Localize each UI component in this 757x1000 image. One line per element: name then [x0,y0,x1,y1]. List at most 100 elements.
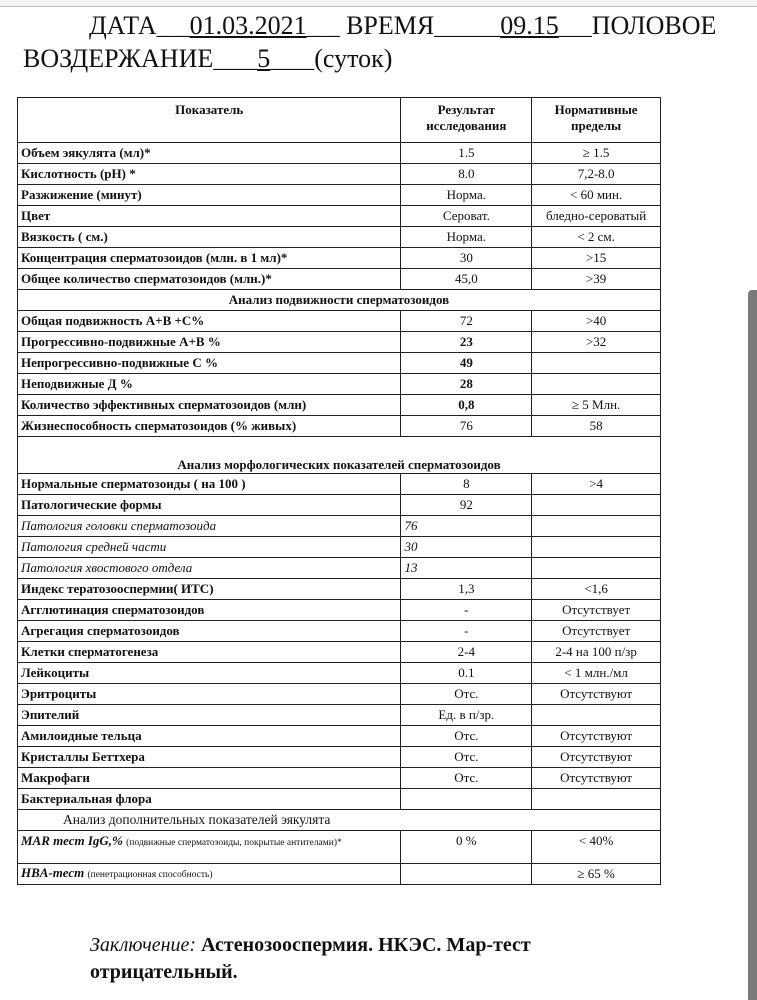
indicator-name: Концентрация сперматозоидов (млн. в 1 мл… [16,247,402,269]
scrollbar[interactable] [748,290,757,1000]
table-row: Концентрация сперматозоидов (млн. в 1 мл… [16,247,661,269]
indicator-name: Количество эффективных сперматозоидов (м… [16,394,402,416]
indicator-name: Патология хвостового отдела [16,557,402,579]
abstinence-value: 5 [257,44,271,73]
result-cell: 23 [400,331,533,353]
table-row: Разжижение (минут) Норма. < 60 мин. [16,184,661,206]
indicator-note: (подвижные сперматозоиды, покрытые антит… [126,838,342,848]
indicator-name: Прогрессивно-подвижные А+В % [16,331,402,353]
norm-cell [531,352,661,374]
section-header-row: Анализ морфологических показателей сперм… [17,436,661,474]
indicator-name: Бактериальная флора [16,788,402,810]
indicator-name: Клетки сперматогенеза [16,641,402,663]
norm-cell: Отсутствует [531,599,661,621]
document-header: ДАТА___01.03.2021___ ВРЕМЯ______09.15___… [23,11,717,73]
result-cell: 0 % [400,830,533,864]
table-row: Прогрессивно-подвижные А+В % 23 >32 [16,331,661,353]
indicator-name: Патологические формы [16,494,402,516]
indicator-name: Агглютинация сперматозоидов [16,599,402,621]
abstinence-label: ПОЛОВОЕ [591,11,717,40]
indicator-name: HBA-тест [21,865,85,880]
section-title: Анализ подвижности сперматозоидов [17,289,661,311]
table-row: Общая подвижность А+В +С% 72 >40 [16,310,661,332]
indicator-name: Неподвижные Д % [16,373,402,395]
indicator-cell: HBA-тест (пенетрационная способность) [16,863,402,885]
column-header-norm: Нормативные пределы [531,97,661,143]
table-row: Кислотность (pH) * 8.0 7,2-8.0 [16,163,661,185]
table-header-row: Показатель Результат исследования Нормат… [16,97,661,143]
result-cell: 76 [400,415,533,437]
indicator-name: Вязкость ( см.) [16,226,402,248]
indicator-name: Цвет [16,205,402,227]
norm-cell: Отсутствует [531,620,661,642]
norm-cell: >40 [531,310,661,332]
indicator-name: Непрогрессивно-подвижные С % [16,352,402,374]
table-row: Индекс тератозооспермии( ИТС) 1,3 <1,6 [16,578,661,600]
result-cell: 72 [400,310,533,332]
table-row: Макрофаги Отс. Отсутствуют [16,767,661,789]
table-row: Объем эякулята (мл)* 1.5 ≥ 1.5 [16,142,661,164]
result-cell: 0.1 [400,662,533,684]
norm-cell: >4 [531,473,661,495]
table-row: Неподвижные Д % 28 [16,373,661,395]
norm-cell: < 2 см. [531,226,661,248]
result-cell [400,788,533,810]
result-cell: 8 [400,473,533,495]
norm-cell: ≥ 5 Млн. [531,394,661,416]
result-cell: - [400,620,533,642]
result-cell: 0,8 [400,394,533,416]
norm-cell: >32 [531,331,661,353]
table-row: HBA-тест (пенетрационная способность) ≥ … [16,863,661,885]
time-label: ВРЕМЯ [346,11,435,40]
result-cell: Отс. [400,683,533,705]
column-header-indicator: Показатель [16,97,402,143]
result-cell: 30 [400,247,533,269]
result-cell: Сероват. [400,205,533,227]
section-title: Анализ дополнительных показателей эякуля… [17,809,661,831]
column-header-result: Результат исследования [400,97,533,143]
norm-cell: бледно-сероватый [531,205,661,227]
indicator-name: MAR тест IgG,% [21,833,123,848]
table-row: Агрегация сперматозоидов - Отсутствует [16,620,661,642]
result-cell: 8.0 [400,163,533,185]
indicator-name: Индекс тератозооспермии( ИТС) [16,578,402,600]
norm-cell: 2-4 на 100 п/зр [531,641,661,663]
table-row: Цвет Сероват. бледно-сероватый [16,205,661,227]
time-value: 09.15 [500,11,559,40]
norm-cell: <1,6 [531,578,661,600]
result-cell: 76 [400,515,533,537]
table-row: Клетки сперматогенеза 2-4 2-4 на 100 п/з… [16,641,661,663]
indicator-name: Агрегация сперматозоидов [16,620,402,642]
table-row: Общее количество сперматозоидов (млн.)* … [16,268,661,290]
table-row: MAR тест IgG,% (подвижные сперматозоиды,… [16,830,661,864]
norm-cell: 58 [531,415,661,437]
indicator-name: Разжижение (минут) [16,184,402,206]
table-row: Патология хвостового отдела 13 [16,557,661,579]
result-cell: Отс. [400,725,533,747]
conclusion-label: Заключение: [90,934,197,956]
indicator-name: Общая подвижность А+В +С% [16,310,402,332]
norm-cell [531,557,661,579]
norm-cell: Отсутствуют [531,767,661,789]
table-row: Эритроциты Отс. Отсутствуют [16,683,661,705]
section-title: Анализ морфологических показателей сперм… [17,436,661,474]
indicator-name: Общее количество сперматозоидов (млн.)* [16,268,402,290]
norm-cell: ≥ 1.5 [531,142,661,164]
abstinence-label-cont: ВОЗДЕРЖАНИЕ [23,44,214,73]
norm-cell: < 1 млн./мл [531,662,661,684]
date-value: 01.03.2021 [189,11,307,40]
result-cell: Норма. [400,226,533,248]
result-cell: 1.5 [400,142,533,164]
indicator-name: Патология головки сперматозоида [16,515,402,537]
result-cell: 30 [400,536,533,558]
table-row: Нормальные сперматозоиды ( на 100 ) 8 >4 [16,473,661,495]
result-cell: 92 [400,494,533,516]
conclusion: Заключение: Астенозооспермия. НКЭС. Мар-… [90,932,650,986]
indicator-name: Жизнеспособность сперматозоидов (% живых… [16,415,402,437]
abstinence-unit: (суток) [314,44,393,73]
table-row: Патология средней части 30 [16,536,661,558]
result-cell: 45,0 [400,268,533,290]
norm-cell: ≥ 65 % [531,863,661,885]
section-header-row: Анализ дополнительных показателей эякуля… [17,809,661,831]
indicator-name: Эритроциты [16,683,402,705]
